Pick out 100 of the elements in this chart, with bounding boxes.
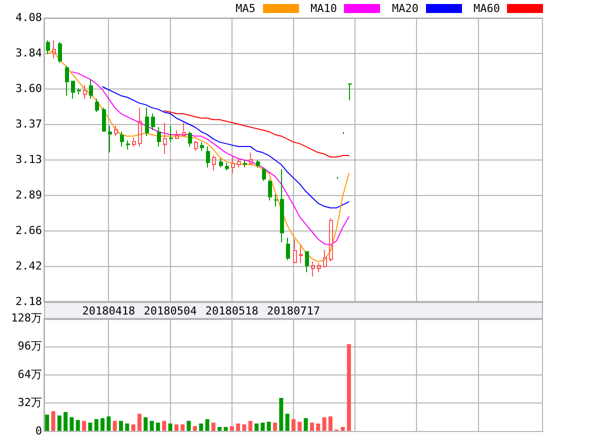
y-tick-label: 0 bbox=[35, 424, 42, 438]
bar bbox=[106, 416, 111, 431]
bar bbox=[199, 423, 204, 431]
bar bbox=[211, 422, 216, 431]
y-tick-label: 3.60 bbox=[16, 82, 42, 95]
candlestick bbox=[71, 80, 75, 100]
bar bbox=[131, 424, 136, 431]
candlestick bbox=[95, 98, 99, 113]
bar bbox=[51, 411, 56, 431]
bar bbox=[45, 414, 50, 431]
y-tick-label: 3.37 bbox=[16, 117, 42, 130]
bar bbox=[273, 422, 278, 431]
candlestick bbox=[212, 155, 216, 171]
candlestick bbox=[182, 122, 186, 137]
candlestick bbox=[102, 107, 106, 132]
bar bbox=[125, 423, 130, 431]
candlestick bbox=[268, 178, 272, 201]
bar bbox=[112, 420, 117, 431]
candlestick bbox=[219, 158, 223, 168]
y-tick-label: 32万 bbox=[18, 396, 42, 410]
candlestick bbox=[151, 113, 155, 131]
y-tick-label: 3.13 bbox=[16, 152, 42, 166]
y-tick-label: 64万 bbox=[18, 368, 42, 381]
bar bbox=[162, 420, 166, 431]
bar bbox=[236, 423, 240, 431]
candlestick bbox=[163, 122, 167, 155]
bar bbox=[298, 422, 302, 431]
bar bbox=[119, 420, 124, 431]
y-tick-label: 2.42 bbox=[16, 259, 42, 272]
candlestick bbox=[262, 166, 266, 182]
candlestick bbox=[225, 162, 229, 171]
bar bbox=[248, 420, 252, 431]
bar bbox=[230, 426, 234, 431]
x-tick-label: 20180504 bbox=[144, 304, 198, 318]
y-tick-label: 96万 bbox=[18, 340, 42, 353]
y-tick-label: 2.18 bbox=[16, 294, 42, 308]
candlestick bbox=[188, 131, 192, 148]
candlestick bbox=[200, 142, 204, 152]
candlestick bbox=[293, 238, 297, 264]
candlestick bbox=[256, 160, 260, 168]
bar bbox=[82, 420, 86, 431]
candlestick bbox=[52, 40, 56, 59]
bar bbox=[168, 423, 172, 431]
candlestick bbox=[46, 40, 50, 54]
candlestick bbox=[126, 140, 130, 150]
bar bbox=[57, 416, 62, 431]
bar bbox=[218, 426, 222, 431]
y-tick-label: 4.08 bbox=[16, 10, 42, 24]
candlestick bbox=[89, 78, 93, 100]
legend-label: MA5 bbox=[236, 2, 256, 15]
bar bbox=[224, 426, 228, 431]
bar bbox=[192, 426, 197, 431]
bar bbox=[64, 412, 68, 431]
y-tick-label: 2.66 bbox=[16, 224, 42, 237]
legend-label: MA20 bbox=[392, 2, 419, 15]
bar bbox=[260, 422, 265, 431]
bar bbox=[70, 417, 74, 431]
candlestick bbox=[65, 65, 69, 96]
bar bbox=[322, 417, 326, 431]
bar bbox=[346, 344, 351, 431]
candlestick bbox=[348, 83, 352, 101]
y-tick-label: 128万 bbox=[11, 311, 42, 324]
bar bbox=[100, 418, 105, 431]
bar bbox=[76, 420, 80, 431]
bar bbox=[242, 424, 246, 431]
candlestick bbox=[157, 126, 161, 148]
bar bbox=[316, 423, 320, 431]
candlestick bbox=[169, 125, 173, 143]
bar bbox=[266, 422, 271, 431]
candlestick bbox=[299, 244, 303, 264]
bar bbox=[304, 418, 308, 431]
candlestick bbox=[58, 41, 62, 64]
bar bbox=[205, 419, 210, 431]
bar bbox=[174, 424, 178, 431]
bar bbox=[156, 422, 160, 431]
bar bbox=[94, 419, 98, 431]
legend-label: MA10 bbox=[310, 2, 338, 15]
bar bbox=[186, 420, 191, 431]
candlestick bbox=[206, 146, 210, 168]
bar bbox=[310, 422, 314, 431]
candlestick bbox=[138, 107, 142, 148]
bar bbox=[328, 416, 332, 431]
candlestick bbox=[280, 168, 284, 243]
candlestick bbox=[243, 160, 247, 168]
y-tick-label: 3.84 bbox=[16, 46, 42, 60]
candlestick bbox=[305, 251, 309, 273]
x-tick-label: 20180717 bbox=[267, 304, 320, 318]
candlestick bbox=[120, 131, 124, 148]
legend-label: MA60 bbox=[474, 2, 500, 15]
bar bbox=[144, 417, 148, 431]
bar bbox=[150, 420, 154, 431]
candlestick bbox=[311, 261, 315, 278]
bar bbox=[279, 398, 284, 431]
candlestick bbox=[286, 237, 290, 261]
bar bbox=[180, 424, 185, 431]
bar bbox=[254, 423, 259, 431]
bar bbox=[137, 414, 142, 431]
x-tick-label: 20180418 bbox=[82, 304, 136, 318]
candlestick bbox=[231, 155, 235, 174]
candlestick bbox=[108, 125, 112, 154]
